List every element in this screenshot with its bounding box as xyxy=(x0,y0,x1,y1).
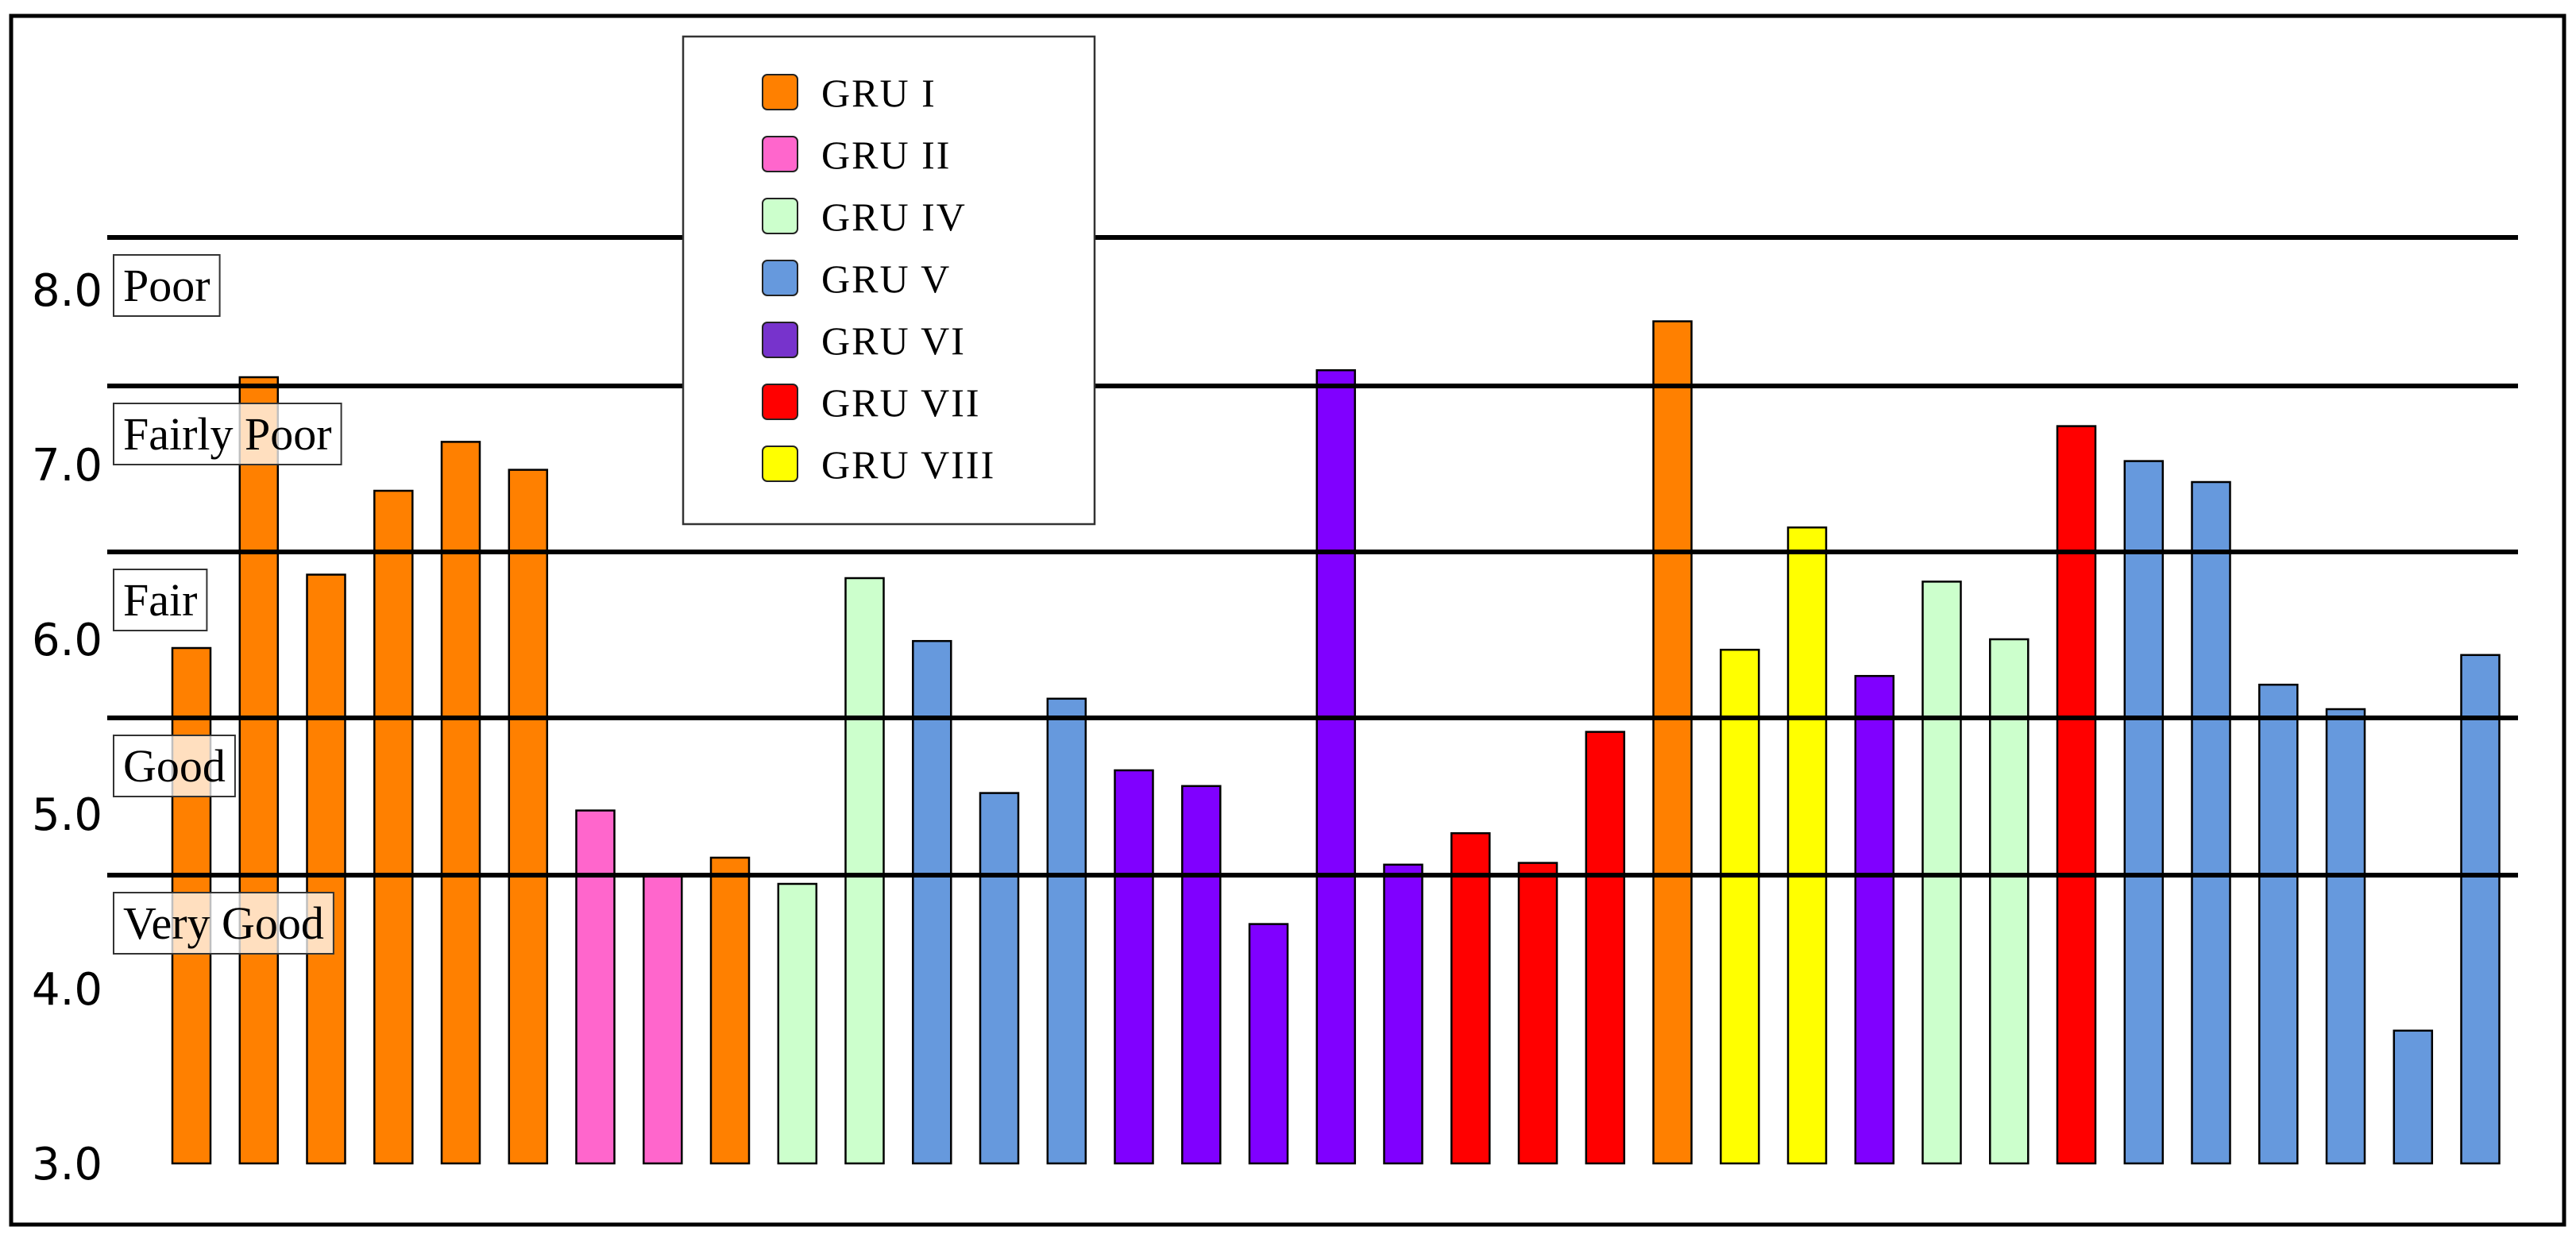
bar-16 xyxy=(1181,785,1222,1165)
y-tick-label: 6.0 xyxy=(32,615,102,666)
bar-23 xyxy=(1652,320,1693,1165)
bar-24 xyxy=(1720,648,1760,1165)
quality-bands: Poor Fairly Poor Fair Good Very Good xyxy=(107,235,2518,955)
legend-swatch xyxy=(762,136,798,172)
bar-20 xyxy=(1450,831,1491,1165)
y-axis-ticks: 3.0 4.0 5.0 6.0 7.0 8.0 xyxy=(32,265,102,1190)
band-label-box xyxy=(113,403,342,465)
bar-9 xyxy=(709,856,751,1165)
legend-swatch xyxy=(762,74,798,110)
y-tick-label: 5.0 xyxy=(32,789,102,841)
bar-22 xyxy=(1585,731,1626,1165)
legend-label: GRU VII xyxy=(821,380,981,425)
legend-swatch xyxy=(762,384,798,420)
bar-28 xyxy=(1989,638,2030,1165)
bar-14 xyxy=(1046,697,1087,1165)
legend-label: GRU IV xyxy=(821,195,967,239)
legend-swatch xyxy=(762,260,798,296)
bar-12 xyxy=(912,639,952,1165)
bar-11 xyxy=(844,577,885,1165)
bar-30 xyxy=(2123,460,2165,1165)
legend-label: GRU VIII xyxy=(821,442,995,487)
legend-swatch xyxy=(762,198,798,234)
legend-box xyxy=(682,35,1096,526)
y-tick-label: 4.0 xyxy=(32,964,102,1016)
legend-label: GRU VI xyxy=(821,318,966,363)
bar-18 xyxy=(1315,368,1357,1165)
band-label: Fair xyxy=(123,574,197,626)
band-label: Fairly Poor xyxy=(123,408,332,460)
band-label-box xyxy=(113,892,334,955)
bar-10 xyxy=(777,882,818,1165)
legend-label: GRU V xyxy=(821,257,951,301)
bar-34 xyxy=(2393,1029,2434,1165)
y-tick-label: 7.0 xyxy=(32,440,102,492)
bar-4 xyxy=(373,489,414,1165)
band-label: Very Good xyxy=(123,897,324,949)
bar-6 xyxy=(508,469,549,1165)
bar-29 xyxy=(2056,425,2097,1165)
bar-32 xyxy=(2258,683,2299,1165)
bar-27 xyxy=(1921,581,1962,1165)
bar-31 xyxy=(2191,480,2231,1165)
bar-21 xyxy=(1517,862,1558,1165)
legend-label: GRU II xyxy=(821,133,951,177)
bar-19 xyxy=(1383,863,1423,1165)
bar-15 xyxy=(1114,769,1154,1165)
bar-33 xyxy=(2325,708,2366,1165)
legend-swatch xyxy=(762,322,798,358)
bar-5 xyxy=(440,441,481,1165)
band-label: Poor xyxy=(123,260,210,311)
legend-label: GRU I xyxy=(821,71,937,115)
bar-25 xyxy=(1786,526,1828,1165)
band-label-box xyxy=(113,569,208,631)
bar-7 xyxy=(575,809,616,1165)
bar-2 xyxy=(238,376,280,1165)
band-label-box xyxy=(113,735,236,797)
band-label-box xyxy=(113,254,221,317)
bar-26 xyxy=(1854,674,1895,1165)
legend-swatch xyxy=(762,446,798,482)
bar-35 xyxy=(2460,654,2501,1165)
bar-13 xyxy=(979,792,1020,1165)
bar-8 xyxy=(643,874,683,1165)
bar-17 xyxy=(1248,923,1289,1165)
bars-layer xyxy=(171,320,2501,1165)
y-tick-label: 8.0 xyxy=(32,265,102,317)
legend: GRU I GRU II GRU IV GRU V GRU VI GRU VII GRU V… xyxy=(682,35,1096,526)
y-tick-label: 3.0 xyxy=(32,1139,102,1190)
bar-3 xyxy=(306,573,346,1165)
band-label: Good xyxy=(123,740,226,792)
